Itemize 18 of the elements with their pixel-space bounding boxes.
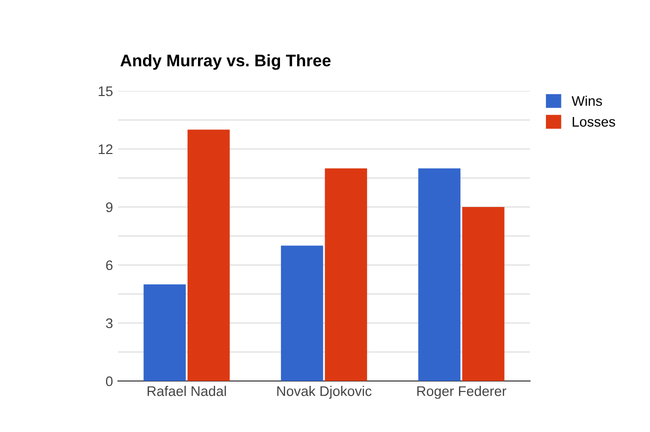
bar — [280, 246, 324, 381]
y-tick-label: 9 — [106, 202, 112, 212]
bar — [188, 130, 230, 381]
y-tick-label: 15 — [98, 86, 113, 96]
chart-title: Andy Murray vs. Big Three — [120, 54, 331, 70]
bar — [462, 207, 504, 381]
bar — [144, 284, 186, 381]
x-tick-label: Rafael Nadal — [148, 386, 226, 396]
y-tick-label: 12 — [98, 144, 112, 154]
y-tick-label: 6 — [106, 260, 113, 270]
bar — [324, 168, 368, 381]
legend-label: Wins — [572, 96, 602, 106]
legend-label: Losses — [572, 117, 616, 127]
bar — [418, 168, 460, 381]
x-tick-label: Novak Djokovic — [277, 386, 372, 399]
y-tick-label: 0 — [106, 376, 113, 386]
y-tick-label: 3 — [106, 318, 113, 328]
x-tick-label: Roger Federer — [417, 386, 506, 399]
